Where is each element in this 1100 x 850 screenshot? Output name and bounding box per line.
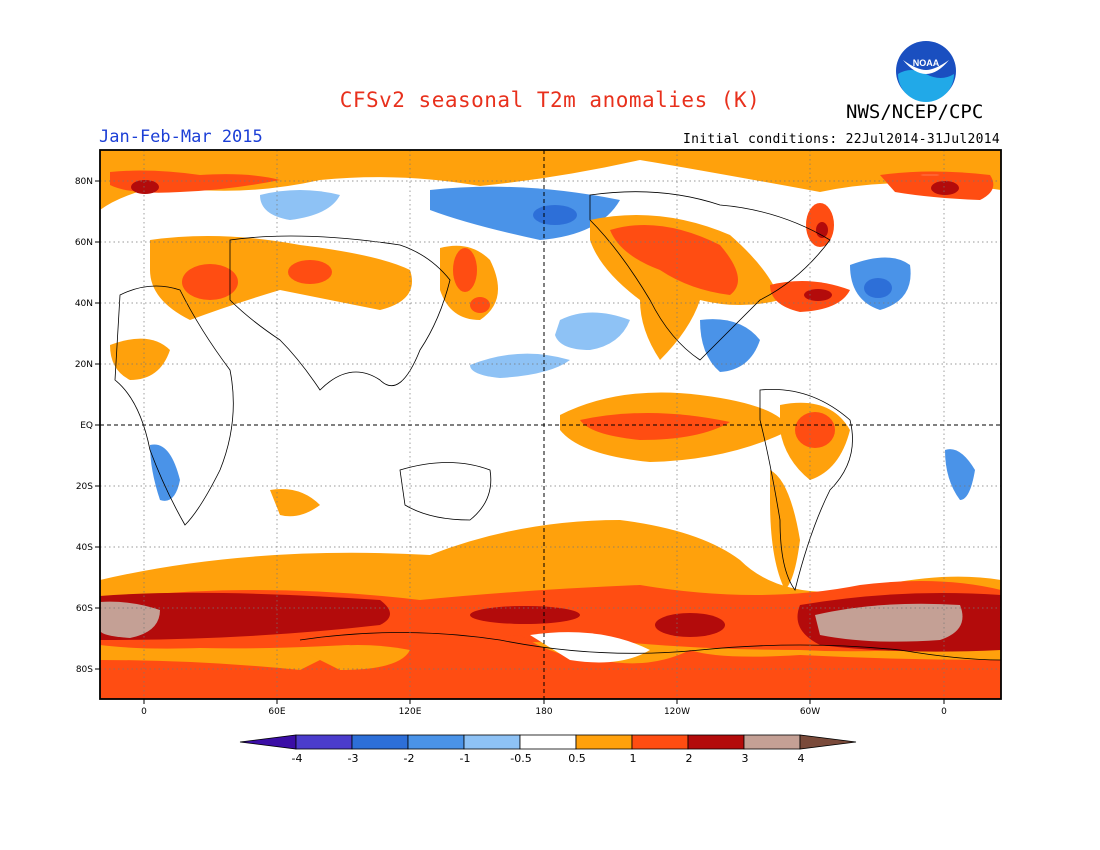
colorbar-label: -4 xyxy=(292,752,303,765)
map-title: CFSv2 seasonal T2m anomalies (K) xyxy=(339,88,761,112)
lat-tick-label: 80N xyxy=(75,177,93,187)
colorbar-swatch xyxy=(351,734,409,750)
colorbar-label: -3 xyxy=(348,752,359,765)
organization-label: NWS/NCEP/CPC xyxy=(846,101,984,123)
colorbar-label: 2 xyxy=(686,752,693,765)
lon-axis: 0 60E 120E 180 120W 60W 0 xyxy=(141,699,947,717)
lon-tick-label: 120W xyxy=(664,707,690,717)
colorbar-swatch xyxy=(519,734,577,750)
colorbar-swatch xyxy=(631,734,689,750)
colorbar-arrow-low xyxy=(239,734,297,750)
lat-tick-label: 40N xyxy=(75,299,93,309)
colorbar-arrow-high xyxy=(799,734,857,750)
lat-tick-label: 20S xyxy=(76,482,93,492)
lat-tick-label: 20N xyxy=(75,360,93,370)
colorbar-label: 1 xyxy=(630,752,637,765)
lon-tick-label: 0 xyxy=(941,707,947,717)
lon-tick-label: 180 xyxy=(535,707,552,717)
lon-tick-label: 0 xyxy=(141,707,147,717)
colorbar: -4 -3 -2 -1 -0.5 0.5 1 2 3 4 xyxy=(239,734,857,765)
colorbar-label: -0.5 xyxy=(510,752,531,765)
lat-axis: 80N 60N 40N 20N EQ 20S 40S 60S 80S xyxy=(75,177,100,675)
lat-tick-label: 40S xyxy=(76,543,93,553)
colorbar-label: -1 xyxy=(460,752,471,765)
lat-tick-label: EQ xyxy=(80,421,93,431)
svg-text:NOAA: NOAA xyxy=(913,58,940,68)
lat-tick-label: 60S xyxy=(76,604,93,614)
coastlines xyxy=(114,191,1001,661)
noaa-logo: NOAA xyxy=(896,41,956,102)
colorbar-swatch xyxy=(575,734,633,750)
colorbar-swatch xyxy=(463,734,521,750)
lat-tick-label: 80S xyxy=(76,665,93,675)
colorbar-swatch xyxy=(295,734,353,750)
colorbar-label: 3 xyxy=(742,752,749,765)
colorbar-swatch xyxy=(687,734,745,750)
lat-tick-label: 60N xyxy=(75,238,93,248)
colorbar-swatch xyxy=(407,734,465,750)
forecast-period: Jan-Feb-Mar 2015 xyxy=(99,127,263,147)
lon-tick-label: 60W xyxy=(800,707,820,717)
lon-tick-label: 120E xyxy=(399,707,422,717)
colorbar-label: 4 xyxy=(798,752,805,765)
colorbar-label: -2 xyxy=(404,752,415,765)
colorbar-label: 0.5 xyxy=(568,752,586,765)
colorbar-swatch xyxy=(743,734,801,750)
lon-tick-label: 60E xyxy=(268,707,285,717)
initial-conditions-label: Initial conditions: 22Jul2014-31Jul2014 xyxy=(683,132,1000,147)
